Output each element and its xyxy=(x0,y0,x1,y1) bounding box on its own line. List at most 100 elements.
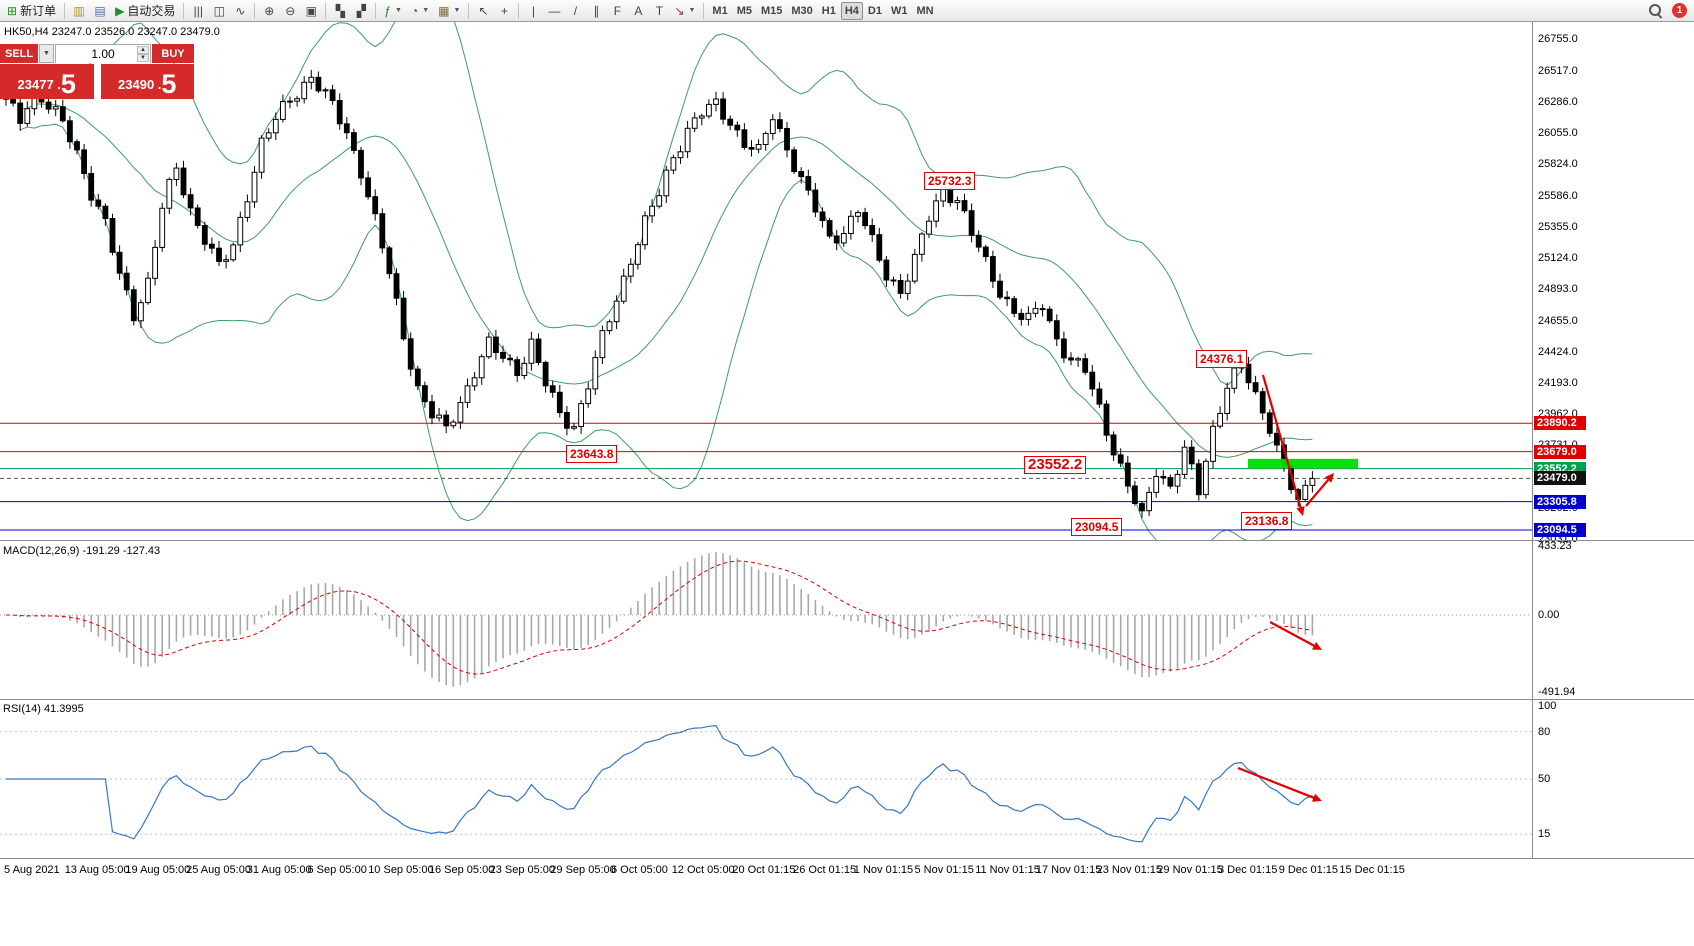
cascade-windows-icon: ▞ xyxy=(356,3,366,18)
trend-arrow[interactable] xyxy=(1324,473,1334,483)
buy-price-main: 23490 . xyxy=(118,77,162,92)
rsi-indicator-label: RSI(14) 41.3995 xyxy=(3,703,84,715)
toolbar-separator xyxy=(703,2,705,19)
axis-tick-label: 25586.0 xyxy=(1538,189,1578,202)
time-tick-label: 29 Nov 01:15 xyxy=(1157,864,1223,876)
price-tag: 23094.5 xyxy=(1534,523,1586,537)
toolbar-separator xyxy=(325,2,327,19)
macd-panel[interactable] xyxy=(0,541,1532,699)
autotrading-icon: ▶ xyxy=(115,3,125,18)
arrange-windows-button[interactable]: ▚ xyxy=(330,2,350,20)
notification-badge[interactable]: 1 xyxy=(1672,3,1687,18)
vertical-line-button[interactable]: | xyxy=(523,2,543,20)
time-tick-label: 23 Nov 01:15 xyxy=(1096,864,1163,876)
trend-arrow[interactable] xyxy=(1312,793,1322,802)
axis-tick-label: 50 xyxy=(1538,773,1551,785)
bar-chart-button[interactable]: ||| xyxy=(188,2,208,20)
indicators-icon: ƒ xyxy=(384,3,392,18)
timeframe-m1-button[interactable]: M1 xyxy=(712,4,728,17)
time-tick-label: 6 Oct 05:00 xyxy=(611,864,668,876)
toolbar-separator xyxy=(375,2,377,19)
cursor-icon: ↖ xyxy=(478,3,489,18)
indicators-button[interactable]: ƒ ▼ xyxy=(380,2,406,20)
zoom-out-button[interactable]: ⊖ xyxy=(280,2,300,20)
profiles-button[interactable]: ▥ xyxy=(69,2,89,20)
templates-button[interactable]: ▦ ▼ xyxy=(434,2,464,20)
price-axis[interactable]: 26755.0 26517.0 26286.0 26055.0 25824.0 25586… xyxy=(1532,22,1694,858)
price-callout[interactable]: 24376.1 xyxy=(1196,350,1248,368)
sell-button[interactable]: SELL xyxy=(0,44,38,63)
time-tick-label: 23 Sep 05:00 xyxy=(489,864,556,876)
autotrading-button[interactable]: ▶ 自动交易 xyxy=(111,2,179,20)
main-chart[interactable] xyxy=(0,22,1532,540)
timeframe-d1-button[interactable]: D1 xyxy=(867,4,882,17)
timeframe-m5-button[interactable]: M5 xyxy=(736,4,752,17)
search-button[interactable] xyxy=(1645,2,1666,20)
time-tick-label: 11 Nov 01:15 xyxy=(975,864,1040,876)
new-order-button[interactable]: ⊞ 新订单 xyxy=(3,2,60,20)
price-callout[interactable]: 23552.2 xyxy=(1024,456,1087,474)
bar-chart-icon: ||| xyxy=(193,3,203,18)
trendline-button[interactable]: / xyxy=(565,2,585,20)
periods-button[interactable]: ◔ ▼ xyxy=(407,2,433,20)
text-label-button[interactable]: T xyxy=(649,2,669,20)
trade-panel-top-row: SELL ▼ ▲ ▼ BUY xyxy=(0,44,194,63)
time-tick-label: 16 Sep 05:00 xyxy=(428,864,495,876)
trend-arrow[interactable] xyxy=(1296,506,1305,516)
volume-input[interactable] xyxy=(56,45,150,63)
candlestick-chart-button[interactable]: ◫ xyxy=(209,2,229,20)
trend-arrow[interactable] xyxy=(1312,642,1322,650)
buy-price-button[interactable]: 23490 . 5 xyxy=(100,64,194,99)
volume-decrease-button[interactable]: ▼ xyxy=(137,54,149,62)
buy-button[interactable]: BUY xyxy=(152,44,194,63)
time-tick-label: 3 Dec 01:15 xyxy=(1218,864,1278,876)
time-tick-label: 10 Sep 05:00 xyxy=(368,864,434,876)
trade-options-dropdown[interactable]: ▼ xyxy=(39,44,54,63)
time-tick-label: 17 Nov 01:15 xyxy=(1035,864,1102,876)
timeframe-mn-button[interactable]: MN xyxy=(916,4,934,17)
tile-windows-button[interactable]: ▣ xyxy=(301,2,321,20)
sell-price-button[interactable]: 23477 . 5 xyxy=(0,64,94,99)
price-callout[interactable]: 23136.8 xyxy=(1241,512,1293,530)
timeframe-m15-button[interactable]: M15 xyxy=(760,4,783,17)
zoom-in-button[interactable]: ⊕ xyxy=(259,2,279,20)
line-chart-button[interactable]: ∿ xyxy=(230,2,250,20)
timeframe-h1-button[interactable]: H1 xyxy=(821,4,836,17)
time-tick-label: 19 Aug 05:00 xyxy=(125,864,191,876)
fibonacci-icon: F xyxy=(613,3,622,18)
text-button[interactable]: A xyxy=(628,2,648,20)
timeframe-m30-button[interactable]: M30 xyxy=(791,4,813,17)
fibonacci-button[interactable]: F xyxy=(607,2,627,20)
arrows-button[interactable]: ↘ ▼ xyxy=(670,2,699,20)
rsi-line xyxy=(6,724,1313,843)
macd-histogram xyxy=(12,552,1314,687)
axis-tick-label: 24893.0 xyxy=(1538,282,1578,295)
cascade-windows-button[interactable]: ▞ xyxy=(351,2,371,20)
text-icon: A xyxy=(634,3,643,18)
cursor-button[interactable]: ↖ xyxy=(473,2,493,20)
price-callout[interactable]: 23643.8 xyxy=(566,445,618,463)
toolbar-separator xyxy=(468,2,470,19)
crosshair-button[interactable]: + xyxy=(494,2,514,20)
horizontal-line-button[interactable]: — xyxy=(544,2,564,20)
templates-icon: ▦ xyxy=(438,3,450,18)
time-tick-label: 1 Nov 01:15 xyxy=(853,864,914,876)
highlight-rectangle[interactable] xyxy=(1248,458,1358,469)
axis-tick-label: 25824.0 xyxy=(1538,157,1578,170)
volume-increase-button[interactable]: ▲ xyxy=(137,46,149,54)
axis-tick-label: 433.23 xyxy=(1538,540,1572,552)
price-callout[interactable]: 23094.5 xyxy=(1071,518,1123,536)
timeframe-w1-button[interactable]: W1 xyxy=(890,4,908,17)
timeframe-h4-button[interactable]: H4 xyxy=(840,1,863,20)
equidistant-channel-button[interactable]: ∥ xyxy=(586,2,606,20)
rsi-panel[interactable] xyxy=(0,700,1532,858)
horizontal-level-lines xyxy=(0,422,1532,531)
charts-button[interactable]: ▤ xyxy=(90,2,110,20)
price-callout[interactable]: 25732.3 xyxy=(924,172,976,190)
panel-separator[interactable] xyxy=(0,540,1694,541)
chevron-down-icon: ▼ xyxy=(43,50,50,57)
panel-separator[interactable] xyxy=(0,699,1694,700)
time-axis[interactable]: 5 Aug 2021 13 Aug 05:00 19 Aug 05:00 25 Aug… xyxy=(0,858,1694,884)
price-tag: 23479.0 xyxy=(1534,471,1586,486)
time-tick-label: 9 Dec 01:15 xyxy=(1278,864,1339,876)
